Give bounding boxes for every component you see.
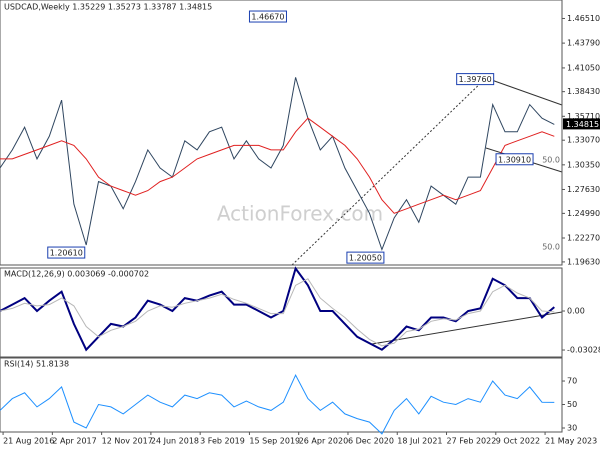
x-tick-label: 3 Feb 2019 bbox=[200, 437, 245, 446]
y-tick-label: 1.43790 bbox=[567, 39, 600, 48]
y-tick-label: 1.27630 bbox=[567, 185, 600, 194]
rsi-title: RSI(14) 51.8138 bbox=[4, 360, 69, 369]
x-tick-label: 18 Jul 2021 bbox=[397, 437, 442, 446]
y-tick-label: 70 bbox=[567, 377, 577, 386]
x-tick-label: 12 Nov 2017 bbox=[102, 437, 153, 446]
series-line bbox=[0, 117, 555, 214]
y-tick-label: -0.030286 bbox=[567, 346, 600, 355]
fib-label: 50.0 bbox=[542, 242, 560, 251]
price-label: 1.30910 bbox=[498, 155, 531, 164]
macd-title: MACD(12,26,9) 0.003069 -0.000702 bbox=[4, 270, 149, 279]
x-tick-label: 26 Apr 2020 bbox=[299, 437, 348, 446]
x-tick-label: 24 Jun 2018 bbox=[151, 437, 199, 446]
panel-frame bbox=[0, 0, 563, 266]
macd-trend-line bbox=[371, 311, 563, 345]
x-tick-label: 9 Oct 2022 bbox=[496, 437, 540, 446]
trend-line bbox=[291, 77, 487, 266]
y-tick-label: 1.38430 bbox=[567, 87, 600, 96]
x-tick-label: 15 Sep 2019 bbox=[249, 437, 300, 446]
y-tick-label: 1.19630 bbox=[567, 257, 600, 266]
price-label: 1.20610 bbox=[50, 249, 83, 258]
y-tick-label: 50 bbox=[567, 400, 577, 409]
y-tick-label: 1.24990 bbox=[567, 209, 600, 218]
x-tick-label: 21 Aug 2016 bbox=[3, 437, 54, 446]
current-price-box bbox=[563, 118, 600, 130]
y-tick-label: 30 bbox=[567, 424, 577, 433]
price-label: 1.46670 bbox=[251, 13, 284, 22]
series-line bbox=[0, 266, 555, 352]
series-line bbox=[0, 278, 555, 347]
y-tick-label: 1.30350 bbox=[567, 160, 600, 169]
y-tick-label: 1.33070 bbox=[567, 136, 600, 145]
price-label-box bbox=[248, 10, 287, 23]
y-tick-label: 1.46510 bbox=[567, 14, 600, 23]
y-tick-label: 0.00 bbox=[567, 307, 585, 316]
y-tick-label: 1.35710 bbox=[567, 112, 600, 121]
fib-label: 50.0 bbox=[542, 156, 560, 165]
x-tick-label: 2 Apr 2017 bbox=[52, 437, 96, 446]
price-label: 1.39760 bbox=[459, 75, 492, 84]
x-tick-label: 21 May 2023 bbox=[545, 437, 597, 446]
price-label: 1.20050 bbox=[349, 254, 382, 263]
panel-frame bbox=[0, 267, 563, 358]
y-tick-label: 1.41050 bbox=[567, 63, 600, 72]
panel-frame bbox=[0, 357, 563, 433]
chart-title: USDCAD,Weekly 1.35229 1.35273 1.33787 1.… bbox=[4, 3, 212, 12]
price-label-box bbox=[456, 73, 495, 86]
price-label-box bbox=[346, 251, 385, 264]
series-line bbox=[0, 77, 555, 251]
x-tick-label: 6 Dec 2020 bbox=[348, 437, 394, 446]
price-label-box bbox=[47, 246, 86, 259]
price-label-box bbox=[495, 153, 534, 166]
x-tick-label: 27 Feb 2022 bbox=[447, 437, 497, 446]
channel-line bbox=[485, 77, 563, 106]
y-tick-label: 1.22270 bbox=[567, 234, 600, 243]
series-line bbox=[0, 373, 555, 435]
current-price: 1.34815 bbox=[566, 120, 599, 129]
watermark: ActionForex.com bbox=[217, 202, 383, 226]
